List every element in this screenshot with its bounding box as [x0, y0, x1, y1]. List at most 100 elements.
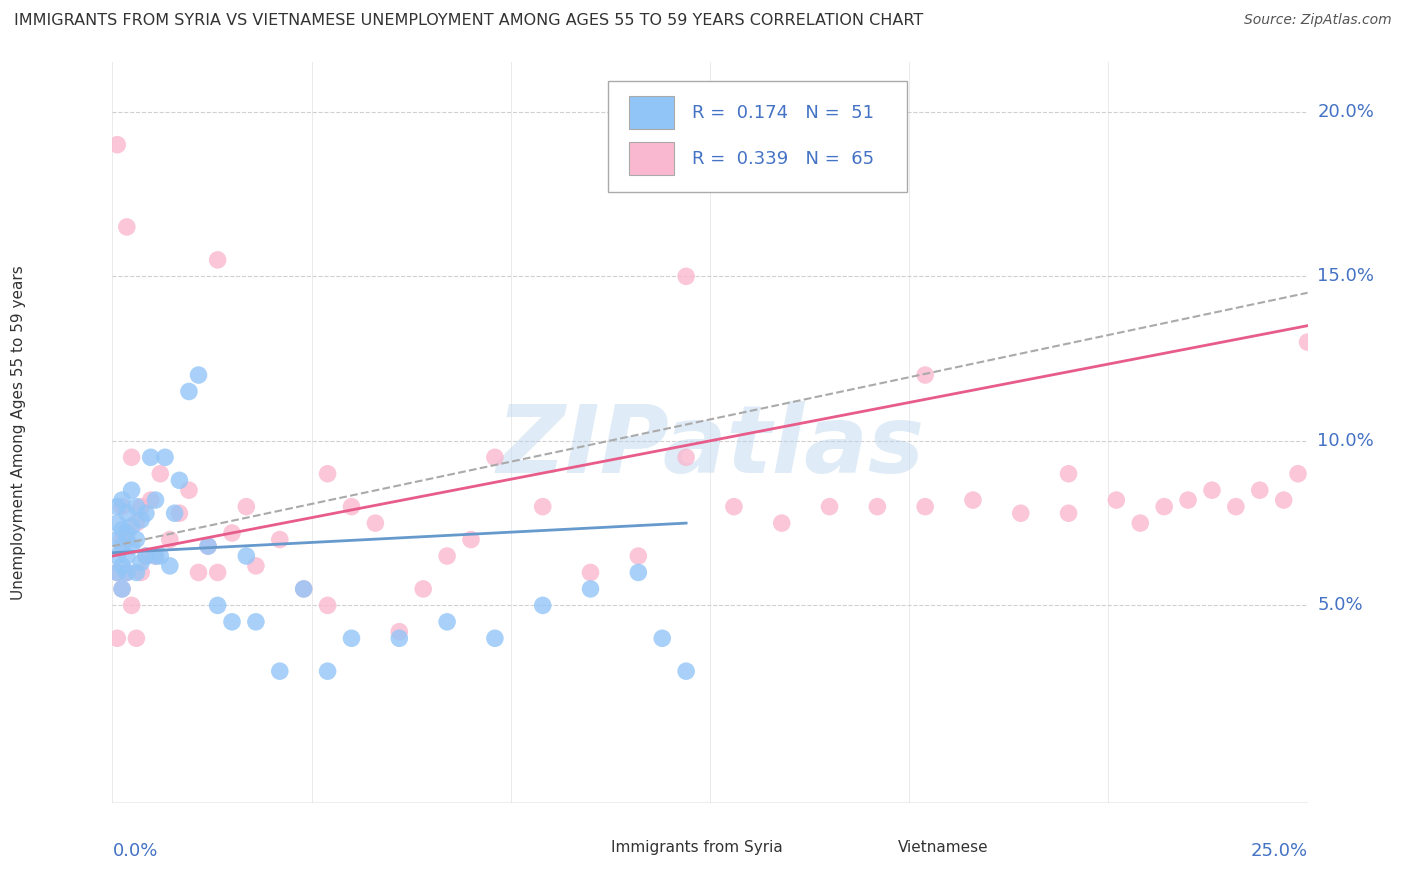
Point — [145, 549, 167, 563]
Point — [115, 566, 138, 580]
Point — [125, 632, 148, 646]
Text: ZIPatlas: ZIPatlas — [496, 401, 924, 493]
Point — [121, 450, 143, 465]
Point — [245, 558, 267, 573]
Point — [153, 450, 176, 465]
Point — [1057, 506, 1080, 520]
Text: Unemployment Among Ages 55 to 59 years: Unemployment Among Ages 55 to 59 years — [11, 265, 27, 600]
Point — [531, 500, 554, 514]
Point — [1201, 483, 1223, 498]
Point — [177, 384, 200, 399]
Point — [316, 664, 339, 678]
Point — [1225, 500, 1247, 514]
Point — [207, 252, 229, 267]
Point — [135, 549, 157, 563]
Point — [159, 558, 181, 573]
Point — [187, 566, 209, 580]
Text: 20.0%: 20.0% — [1317, 103, 1374, 120]
Text: 5.0%: 5.0% — [1317, 597, 1362, 615]
Point — [292, 582, 315, 596]
Point — [1153, 500, 1175, 514]
Point — [105, 516, 128, 530]
Point — [235, 549, 257, 563]
Point — [723, 500, 745, 514]
Point — [121, 519, 143, 533]
Point — [197, 539, 219, 553]
Point — [207, 599, 229, 613]
Point — [579, 582, 602, 596]
Point — [675, 664, 697, 678]
Text: 10.0%: 10.0% — [1317, 432, 1374, 450]
Point — [105, 500, 128, 514]
Point — [105, 632, 128, 646]
Point — [770, 516, 793, 530]
Point — [269, 664, 291, 678]
Point — [221, 526, 243, 541]
Point — [651, 632, 673, 646]
Point — [111, 582, 134, 596]
Point — [245, 615, 267, 629]
Point — [169, 473, 191, 487]
Point — [484, 450, 506, 465]
Point — [1057, 467, 1080, 481]
Point — [412, 582, 434, 596]
Text: Immigrants from Syria: Immigrants from Syria — [610, 839, 783, 855]
Point — [388, 632, 411, 646]
Point — [159, 533, 181, 547]
Point — [1296, 335, 1319, 350]
FancyBboxPatch shape — [567, 836, 596, 858]
Point — [675, 269, 697, 284]
Point — [105, 549, 128, 563]
Point — [460, 533, 482, 547]
Point — [340, 500, 363, 514]
Point — [111, 558, 134, 573]
Point — [316, 467, 339, 481]
Point — [1105, 493, 1128, 508]
Point — [129, 566, 152, 580]
Point — [675, 450, 697, 465]
Point — [121, 483, 143, 498]
FancyBboxPatch shape — [609, 81, 907, 192]
Point — [627, 566, 650, 580]
Text: Source: ZipAtlas.com: Source: ZipAtlas.com — [1244, 13, 1392, 28]
Point — [105, 137, 128, 152]
Point — [129, 556, 152, 570]
Point — [105, 566, 128, 580]
Point — [292, 582, 315, 596]
Point — [163, 506, 186, 520]
Point — [105, 533, 128, 547]
Point — [145, 493, 167, 508]
Point — [115, 533, 138, 547]
Point — [125, 500, 148, 514]
Point — [115, 219, 138, 234]
FancyBboxPatch shape — [628, 142, 675, 176]
Point — [436, 549, 458, 563]
Point — [129, 500, 152, 514]
Point — [111, 539, 134, 553]
Text: R =  0.339   N =  65: R = 0.339 N = 65 — [692, 150, 875, 168]
Point — [149, 549, 172, 563]
Point — [914, 368, 936, 382]
Point — [1010, 506, 1032, 520]
Point — [579, 566, 602, 580]
Text: 0.0%: 0.0% — [112, 842, 157, 860]
Point — [121, 539, 143, 553]
FancyBboxPatch shape — [628, 96, 675, 129]
Point — [866, 500, 889, 514]
Point — [121, 599, 143, 613]
Point — [914, 500, 936, 514]
Point — [129, 513, 152, 527]
Point — [149, 467, 172, 481]
Point — [177, 483, 200, 498]
Point — [115, 526, 138, 541]
Point — [125, 516, 148, 530]
Text: Vietnamese: Vietnamese — [897, 839, 988, 855]
Point — [388, 624, 411, 639]
Point — [139, 493, 162, 508]
Point — [111, 500, 134, 514]
Point — [316, 599, 339, 613]
Point — [1272, 493, 1295, 508]
Point — [235, 500, 257, 514]
Point — [111, 533, 134, 547]
Point — [436, 615, 458, 629]
